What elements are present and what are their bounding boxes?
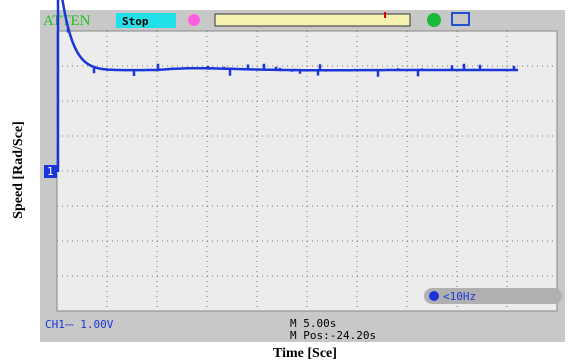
figure: ATTEN Stop 1 <10Hz CH1⎓ 1.00V M 5.00s M …	[0, 0, 575, 362]
y-axis-label: Speed [Rad/Sce]	[11, 121, 26, 219]
trigger-icon	[429, 291, 439, 301]
state-label: Stop	[122, 15, 149, 28]
time-position: M Pos:-24.20s	[290, 329, 376, 342]
run-icon	[188, 14, 200, 26]
channel-marker-label: 1	[47, 165, 54, 178]
status-icon	[427, 13, 441, 27]
trigger-label: <10Hz	[443, 290, 476, 303]
channel-scale: CH1⎓ 1.00V	[45, 318, 114, 331]
memory-bar	[215, 14, 410, 26]
x-axis-label: Time [Sce]	[273, 346, 337, 361]
